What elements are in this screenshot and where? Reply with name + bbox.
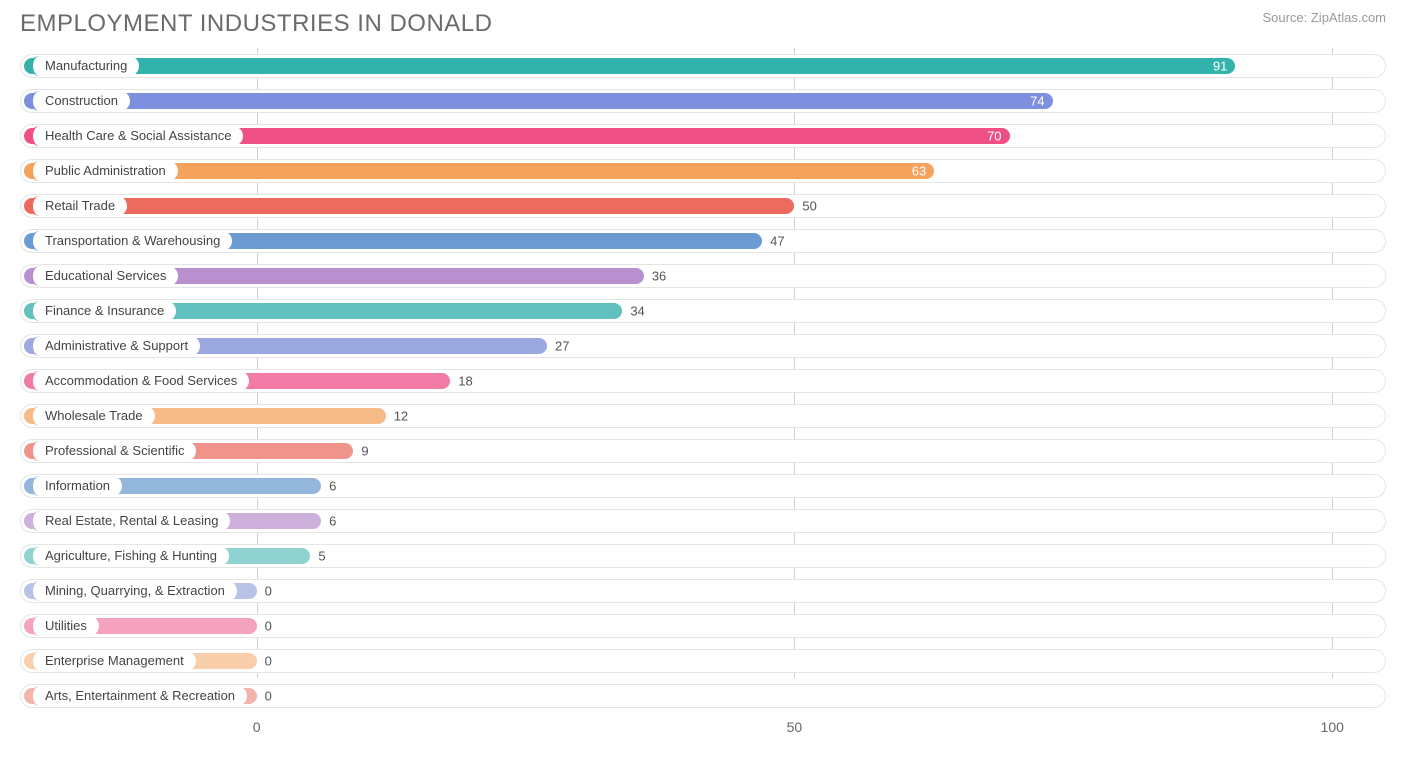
table-row: Educational Services 36 [20, 258, 1386, 293]
value-label: 12 [394, 408, 408, 423]
table-row: Arts, Entertainment & Recreation 0 [20, 678, 1386, 713]
category-label: Retail Trade [30, 196, 127, 216]
bar [24, 58, 1235, 74]
chart-title: EMPLOYMENT INDUSTRIES IN DONALD [20, 10, 492, 38]
category-label: Transportation & Warehousing [30, 231, 232, 251]
chart-area: Manufacturing 91 Construction 74 Health Care… [20, 48, 1386, 748]
category-label: Agriculture, Fishing & Hunting [30, 546, 229, 566]
value-label: 36 [652, 268, 666, 283]
value-label: 5 [318, 548, 325, 563]
value-label: 50 [802, 198, 816, 213]
value-label: 9 [361, 443, 368, 458]
category-label: Mining, Quarrying, & Extraction [30, 581, 237, 601]
category-label: Administrative & Support [30, 336, 200, 356]
axis-tick: 0 [253, 719, 261, 735]
category-label: Accommodation & Food Services [30, 371, 249, 391]
table-row: Administrative & Support 27 [20, 328, 1386, 363]
axis-tick: 50 [787, 719, 803, 735]
table-row: Retail Trade 50 [20, 188, 1386, 223]
category-label: Information [30, 476, 122, 496]
value-label: 91 [1213, 58, 1227, 73]
value-label: 6 [329, 513, 336, 528]
table-row: Professional & Scientific 9 [20, 433, 1386, 468]
category-label: Enterprise Management [30, 651, 196, 671]
value-label: 0 [265, 688, 272, 703]
table-row: Agriculture, Fishing & Hunting 5 [20, 538, 1386, 573]
table-row: Health Care & Social Assistance 70 [20, 118, 1386, 153]
chart-source: Source: ZipAtlas.com [1262, 10, 1386, 25]
value-label: 74 [1030, 93, 1044, 108]
value-label: 0 [265, 653, 272, 668]
table-row: Manufacturing 91 [20, 48, 1386, 83]
category-label: Construction [30, 91, 130, 111]
value-label: 47 [770, 233, 784, 248]
table-row: Construction 74 [20, 83, 1386, 118]
category-label: Arts, Entertainment & Recreation [30, 686, 247, 706]
table-row: Wholesale Trade 12 [20, 398, 1386, 433]
x-axis: 0 50 100 [20, 713, 1386, 743]
category-label: Utilities [30, 616, 99, 636]
bar [24, 93, 1053, 109]
chart-rows: Manufacturing 91 Construction 74 Health Care… [20, 48, 1386, 713]
table-row: Mining, Quarrying, & Extraction 0 [20, 573, 1386, 608]
table-row: Transportation & Warehousing 47 [20, 223, 1386, 258]
category-label: Real Estate, Rental & Leasing [30, 511, 230, 531]
table-row: Enterprise Management 0 [20, 643, 1386, 678]
value-label: 6 [329, 478, 336, 493]
value-label: 18 [458, 373, 472, 388]
value-label: 27 [555, 338, 569, 353]
value-label: 0 [265, 618, 272, 633]
table-row: Utilities 0 [20, 608, 1386, 643]
category-label: Professional & Scientific [30, 441, 196, 461]
value-label: 63 [912, 163, 926, 178]
bar [24, 198, 794, 214]
value-label: 0 [265, 583, 272, 598]
table-row: Real Estate, Rental & Leasing 6 [20, 503, 1386, 538]
category-label: Manufacturing [30, 56, 139, 76]
category-label: Finance & Insurance [30, 301, 176, 321]
category-label: Public Administration [30, 161, 178, 181]
value-label: 34 [630, 303, 644, 318]
axis-tick: 100 [1321, 719, 1344, 735]
table-row: Public Administration 63 [20, 153, 1386, 188]
table-row: Information 6 [20, 468, 1386, 503]
category-label: Wholesale Trade [30, 406, 155, 426]
table-row: Finance & Insurance 34 [20, 293, 1386, 328]
value-label: 70 [987, 128, 1001, 143]
category-label: Health Care & Social Assistance [30, 126, 243, 146]
category-label: Educational Services [30, 266, 178, 286]
table-row: Accommodation & Food Services 18 [20, 363, 1386, 398]
